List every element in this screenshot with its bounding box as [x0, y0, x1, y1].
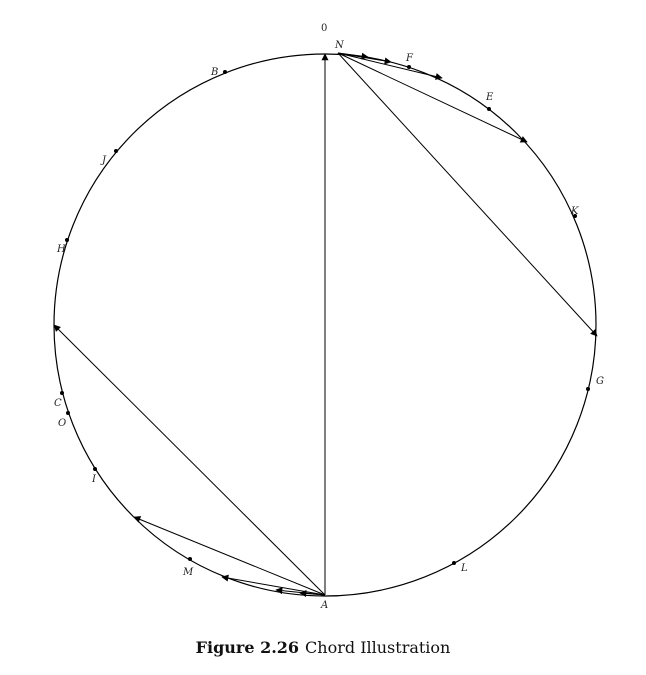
point-k-dot: [573, 214, 577, 218]
chord-n-to-f-mid: [337, 52, 392, 65]
point-m-dot: [188, 557, 192, 561]
point-o-dot: [66, 411, 70, 415]
figure-caption: Figure 2.26 Chord Illustration: [0, 638, 646, 657]
point-i-label: I: [91, 474, 97, 485]
point-n-label: N: [334, 40, 345, 51]
point-c-dot: [60, 391, 64, 395]
point-e-dot: [487, 107, 491, 111]
zero-label: 0: [321, 23, 327, 34]
point-e-label: E: [485, 92, 494, 103]
point-j-label: J: [100, 155, 107, 166]
point-g-dot: [586, 387, 590, 391]
chord-a-to-m-short: [299, 590, 326, 597]
chord-a-to-left: [53, 324, 326, 596]
point-g-label: G: [596, 376, 604, 387]
point-a-label: A: [320, 600, 328, 611]
point-l-label: L: [460, 563, 468, 574]
point-l-dot: [452, 561, 456, 565]
point-k-label: K: [570, 206, 579, 217]
point-b-label: B: [210, 67, 218, 78]
point-j-dot: [114, 149, 118, 153]
point-o-label: O: [58, 418, 66, 429]
chord-n-to-e: [337, 52, 528, 143]
point-m-label: M: [182, 567, 194, 578]
point-b-dot: [223, 70, 227, 74]
chord-a-to-m: [221, 574, 326, 596]
point-f-dot: [407, 65, 411, 69]
point-i-dot: [93, 467, 97, 471]
point-c-label: C: [54, 398, 62, 409]
point-h-label: H: [56, 244, 66, 255]
chords: [53, 52, 598, 597]
chord-n-to-f-long: [337, 52, 443, 80]
caption-title: Chord Illustration: [305, 638, 451, 657]
caption-number: Figure 2.26: [195, 638, 300, 657]
point-f-label: F: [405, 53, 414, 64]
point-h-dot: [65, 238, 69, 242]
chord-a-to-i: [133, 516, 326, 596]
chord-n-to-g: [337, 52, 598, 337]
point-layer: N F E K G L A M I OC H J B: [54, 40, 604, 611]
